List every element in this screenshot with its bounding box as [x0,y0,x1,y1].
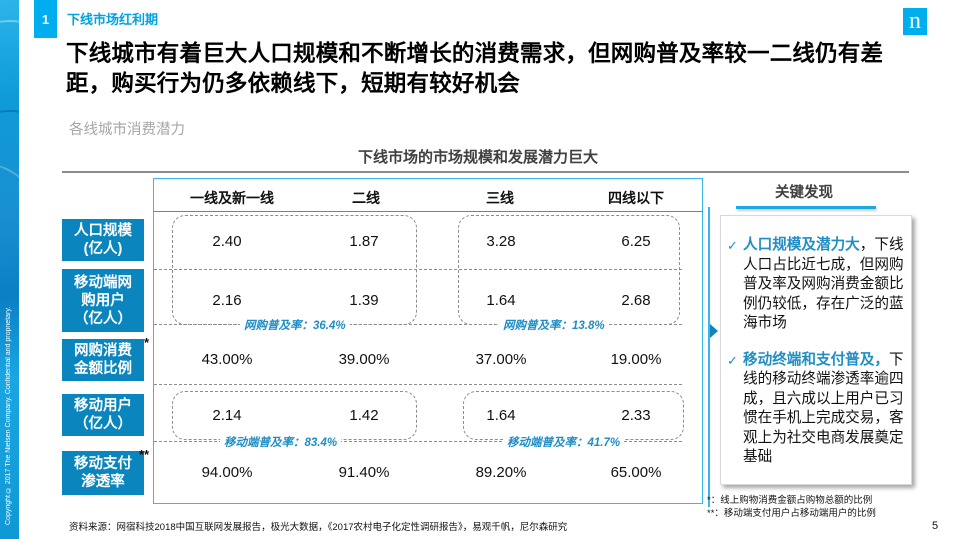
finding-text: ，下线人口占比近七成，但网购普及率及网购消费金额比例仍较低，存在广泛的蓝海市场 [743,237,904,331]
cell-payment-rate-tier3: 89.20% [475,464,527,481]
nielsen-logo-icon: n [903,8,927,35]
header-divider [154,211,703,212]
finding-item: ✓ 人口规模及潜力大，下线人口占比近七成，但网购普及率及网购消费金额比例仍较低，… [727,236,905,334]
cell-mobile-shoppers-tier2: 1.39 [349,292,379,309]
left-decorative-strip: Copyright © 2017 The Nielsen Company. Co… [0,0,19,539]
row-label-mobile-users: 移动用户 （亿人） [62,394,144,436]
key-findings-title: 关键发现 [775,185,833,201]
row-separator [154,324,682,325]
cell-spend-ratio-tier3: 37.00% [475,351,527,368]
row-label-mobile-shoppers: 移动端网 购用户 （亿人） [62,269,144,332]
wave-decoration [0,153,19,227]
footnote-marker: ** [139,447,150,462]
checkmark-icon: ✓ [727,352,738,368]
wave-decoration [0,110,19,140]
section-title: 下线市场红利期 [67,12,159,27]
key-findings-underline [736,206,876,209]
page-subtitle: 各线城市消费潜力 [69,122,185,138]
cell-spend-ratio-tier4: 19.00% [610,351,662,368]
findings-connector-line [708,207,710,507]
data-source: 资料来源：网宿科技2018中国互联网发展报告，极光大数据，《2017农村电子化定… [69,522,568,533]
cell-mobile-shoppers-tier4: 2.68 [621,292,651,309]
key-findings-panel: ✓ 人口规模及潜力大，下线人口占比近七成，但网购普及率及网购消费金额比例仍较低，… [720,215,912,485]
page-headline: 下线城市有着巨大人口规模和不断增长的消费需求，但网购普及率较一二线仍有差距，购买… [66,41,884,96]
page-number: 5 [932,520,939,532]
finding-highlight: 人口规模及潜力大 [743,237,860,253]
footnote-marker: * [144,335,150,350]
row-label-online-spend-ratio: 网购消费 金额比例 [62,339,144,381]
cell-payment-rate-tier1: 94.00% [201,464,253,481]
footnote-single-star: *：线上购物消费金额占购物总额的比例 [707,495,873,506]
finding-text: 下线的移动终端渗透率逾四成，且六成以上用户已习惯在手机上完成交易，客观上为社交电… [743,351,904,466]
footnote-double-star: **：移动端支付用户占移动端用户的比例 [707,508,876,519]
cell-mobile-users-tier2: 1.42 [349,407,379,424]
row-label-mobile-payment-rate: 移动支付 渗透率 [62,451,144,495]
cell-mobile-users-tier1: 2.14 [212,407,242,424]
cell-population-tier3: 3.28 [486,233,516,250]
finding-highlight: 移动终端和支付普及， [743,351,889,368]
column-header-tier3: 三线 [486,190,514,206]
row-separator [154,384,682,385]
data-table-frame [153,178,703,504]
cell-population-tier4: 6.25 [621,233,651,250]
cell-population-tier2: 1.87 [349,233,379,250]
cell-mobile-shoppers-tier3: 1.64 [486,292,516,309]
column-header-tier4-below: 四线以下 [608,190,664,206]
title-divider [62,171,909,173]
findings-pointer-arrow-icon [710,324,718,338]
cell-payment-rate-tier4: 65.00% [610,464,662,481]
cell-mobile-users-tier3: 1.64 [486,407,516,424]
checkmark-icon: ✓ [727,238,738,253]
cell-spend-ratio-tier1: 43.00% [201,351,253,368]
cell-population-tier1: 2.40 [212,233,242,250]
column-header-tier1: 一线及新一线 [190,190,274,206]
mobile-penetration-upper-label: 移动端普及率：83.4% [220,434,342,450]
row-separator [154,441,682,442]
mobile-penetration-lower-label: 移动端普及率：41.7% [503,434,625,450]
cell-mobile-shoppers-tier1: 2.16 [212,292,242,309]
table-title: 下线市场的市场规模和发展潜力巨大 [357,149,598,166]
row-separator [154,269,682,270]
section-number-badge: 1 [34,0,57,38]
finding-item: ✓ 移动终端和支付普及，下线的移动终端渗透率逾四成，且六成以上用户已习惯在手机上… [727,351,905,468]
online-penetration-lower-label: 网购普及率：13.8% [499,317,609,333]
column-header-tier2: 二线 [352,190,380,206]
cell-spend-ratio-tier2: 39.00% [338,351,390,368]
cell-payment-rate-tier2: 91.40% [338,464,390,481]
wave-decoration [0,20,19,50]
row-label-population: 人口规模 (亿人) [62,219,144,261]
copyright-notice: Copyright © 2017 The Nielsen Company. Co… [5,306,12,525]
cell-mobile-users-tier4: 2.33 [621,407,651,424]
online-penetration-upper-label: 网购普及率：36.4% [240,317,350,333]
